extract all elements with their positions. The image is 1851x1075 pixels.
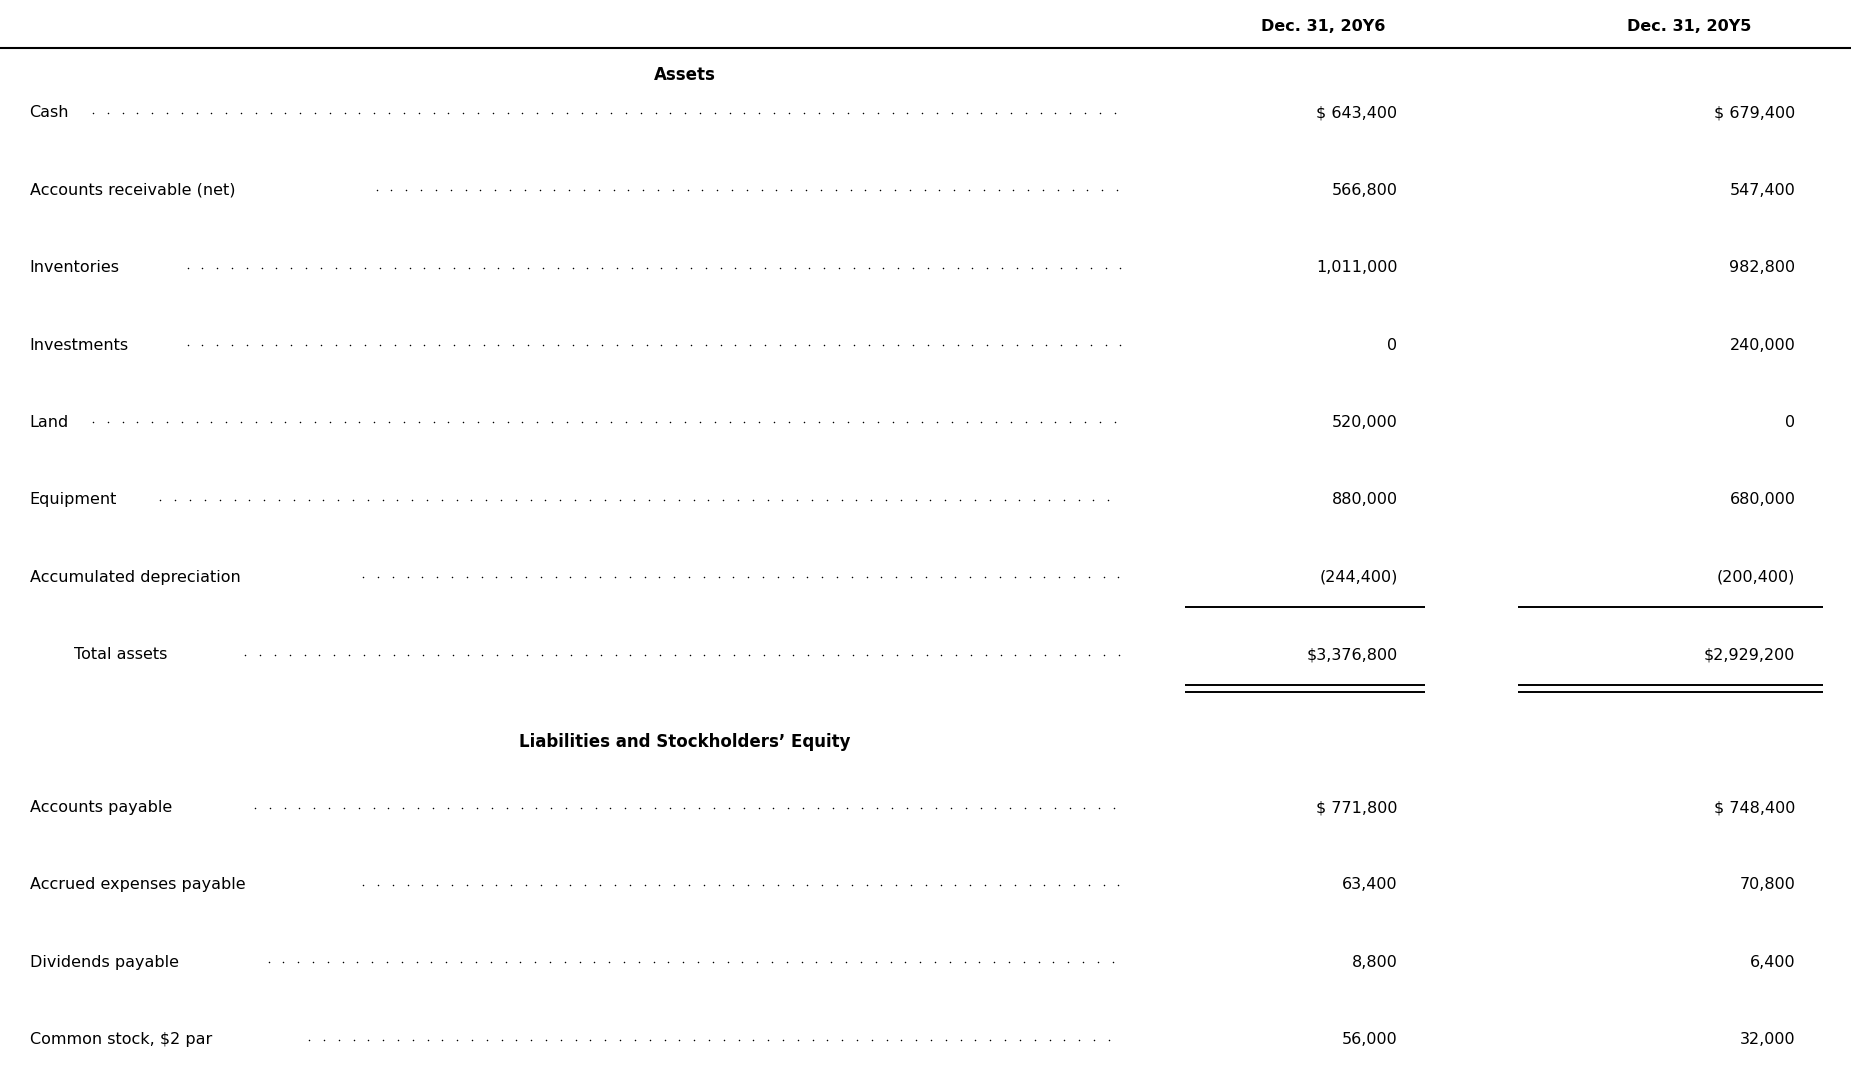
- Text: $ 679,400: $ 679,400: [1714, 105, 1795, 120]
- Text: Common stock, $2 par: Common stock, $2 par: [30, 1032, 211, 1047]
- Text: 520,000: 520,000: [1331, 415, 1398, 430]
- Text: (200,400): (200,400): [1718, 570, 1795, 585]
- Text: Cash: Cash: [30, 105, 68, 120]
- Text: Assets: Assets: [653, 67, 716, 84]
- Text: $ 771,800: $ 771,800: [1316, 800, 1398, 815]
- Text: 566,800: 566,800: [1331, 183, 1398, 198]
- Text: Dec. 31, 20Y6: Dec. 31, 20Y6: [1261, 19, 1386, 34]
- Text: Investments: Investments: [30, 338, 130, 353]
- Text: Liabilities and Stockholders’ Equity: Liabilities and Stockholders’ Equity: [518, 733, 851, 750]
- Text: 56,000: 56,000: [1342, 1032, 1398, 1047]
- Text: 1,011,000: 1,011,000: [1316, 260, 1398, 275]
- Text: Dividends payable: Dividends payable: [30, 955, 178, 970]
- Text: Equipment: Equipment: [30, 492, 117, 507]
- Text: 680,000: 680,000: [1729, 492, 1795, 507]
- Text: 32,000: 32,000: [1740, 1032, 1795, 1047]
- Text: $ 748,400: $ 748,400: [1714, 800, 1795, 815]
- Text: Accrued expenses payable: Accrued expenses payable: [30, 877, 244, 892]
- Text: Land: Land: [30, 415, 68, 430]
- Text: 6,400: 6,400: [1749, 955, 1795, 970]
- Text: 240,000: 240,000: [1729, 338, 1795, 353]
- Text: $ 643,400: $ 643,400: [1316, 105, 1398, 120]
- Text: Accumulated depreciation: Accumulated depreciation: [30, 570, 241, 585]
- Text: (244,400): (244,400): [1320, 570, 1398, 585]
- Text: 880,000: 880,000: [1331, 492, 1398, 507]
- Text: 70,800: 70,800: [1740, 877, 1795, 892]
- Text: 0: 0: [1786, 415, 1795, 430]
- Text: 547,400: 547,400: [1729, 183, 1795, 198]
- Text: Accounts payable: Accounts payable: [30, 800, 172, 815]
- Text: $2,929,200: $2,929,200: [1705, 647, 1795, 662]
- Text: 8,800: 8,800: [1351, 955, 1398, 970]
- Text: Accounts receivable (net): Accounts receivable (net): [30, 183, 235, 198]
- Text: Total assets: Total assets: [74, 647, 167, 662]
- Text: Inventories: Inventories: [30, 260, 120, 275]
- Text: 63,400: 63,400: [1342, 877, 1398, 892]
- Text: 982,800: 982,800: [1729, 260, 1795, 275]
- Text: Dec. 31, 20Y5: Dec. 31, 20Y5: [1627, 19, 1751, 34]
- Text: 0: 0: [1388, 338, 1398, 353]
- Text: $3,376,800: $3,376,800: [1307, 647, 1398, 662]
